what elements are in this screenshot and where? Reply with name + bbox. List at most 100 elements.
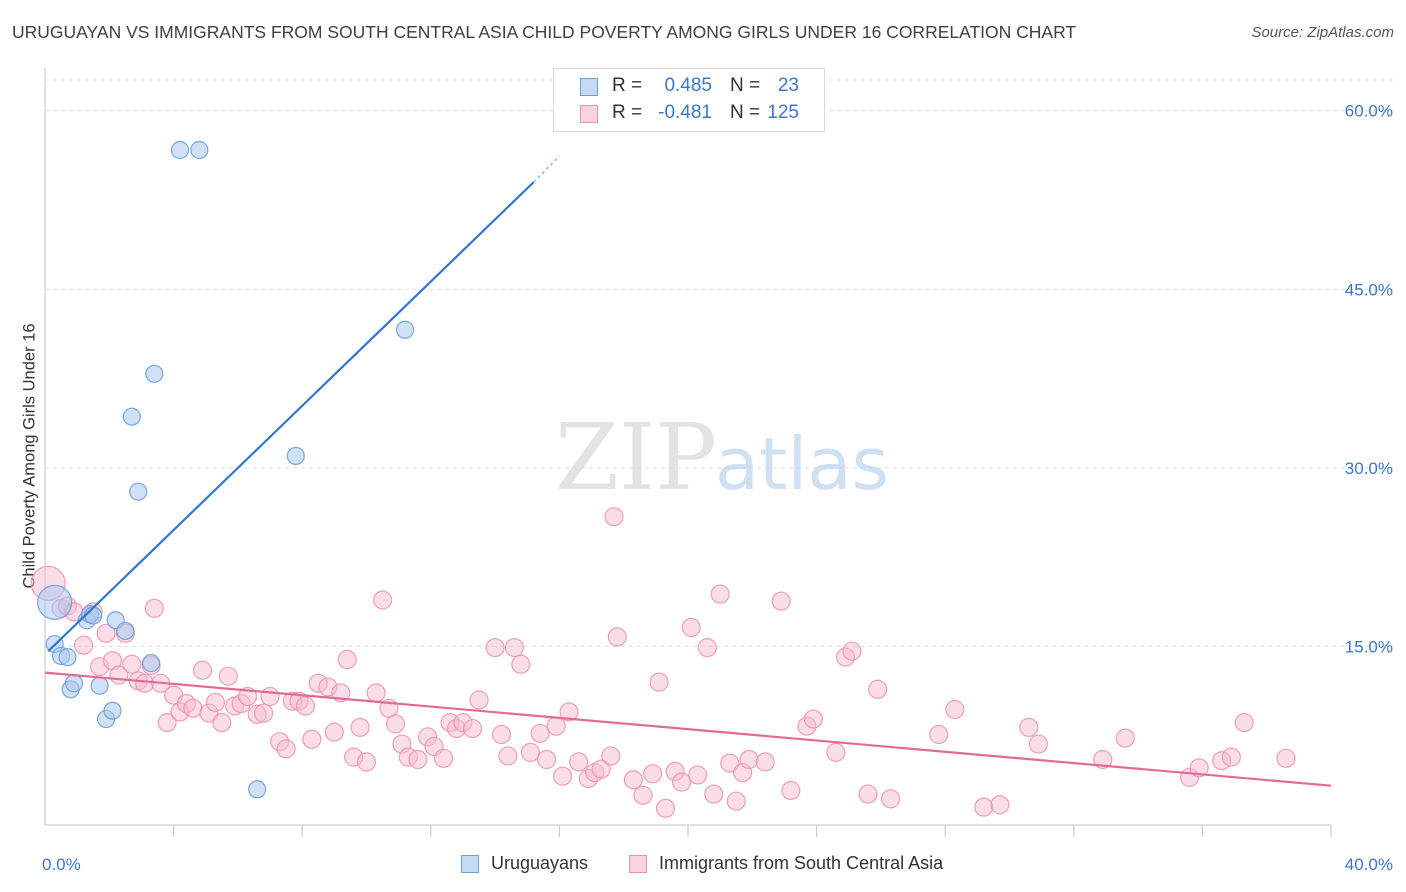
legend-n-label: N = <box>730 75 761 96</box>
data-point-immigrants <box>1028 734 1049 754</box>
trend-line-immigrants <box>44 671 1332 787</box>
data-point-immigrants <box>974 797 994 817</box>
watermark-atlas: atlas <box>715 422 889 506</box>
tick-labels: 15.0% 30.0% 45.0% 60.0% 0.0% 40.0% <box>42 102 1393 874</box>
data-point-immigrants <box>356 752 377 772</box>
legend-r-label: R = <box>612 102 643 123</box>
data-point-immigrants <box>520 742 541 762</box>
data-point-immigrants <box>1234 713 1254 733</box>
data-point-immigrants <box>205 692 225 712</box>
data-point-immigrants <box>372 590 393 610</box>
data-point-immigrants <box>803 709 823 729</box>
data-point-immigrants <box>633 785 653 805</box>
data-point-immigrants <box>350 717 370 737</box>
data-point-uruguayans <box>190 140 209 160</box>
data-point-immigrants <box>726 791 746 811</box>
data-point-uruguayans <box>170 140 190 160</box>
data-point-uruguayans <box>90 676 109 695</box>
legend-r-value: -0.481 <box>658 102 712 123</box>
data-point-immigrants <box>704 784 724 804</box>
data-point-immigrants <box>601 746 621 766</box>
trend-line-uruguayans <box>47 181 535 652</box>
data-point-immigrants <box>157 713 177 733</box>
x-tick-label-min: 0.0% <box>42 855 81 874</box>
data-point-immigrants <box>643 764 663 784</box>
data-point-immigrants <box>553 766 573 786</box>
trend-lines <box>44 155 1332 787</box>
data-point-immigrants <box>655 798 676 818</box>
data-point-uruguayans <box>58 648 77 667</box>
data-point-immigrants <box>491 724 512 745</box>
data-point-immigrants <box>183 698 203 718</box>
data-point-immigrants <box>302 729 322 749</box>
data-point-immigrants <box>569 752 589 772</box>
y-tick-label: 30.0% <box>1345 459 1393 478</box>
data-point-immigrants <box>1093 749 1113 770</box>
series-immigrants-points <box>30 507 1296 818</box>
data-point-immigrants <box>96 623 116 643</box>
data-point-immigrants <box>858 784 878 804</box>
data-point-immigrants <box>485 638 505 658</box>
data-point-immigrants <box>337 649 357 670</box>
data-point-immigrants <box>324 722 344 742</box>
source-credit: Source: ZipAtlas.com <box>1251 24 1394 41</box>
legend-swatch-blue <box>461 855 479 873</box>
data-point-immigrants <box>192 660 213 680</box>
legend-label: Uruguayans <box>491 853 589 873</box>
data-point-immigrants <box>276 739 296 759</box>
data-point-immigrants <box>1019 717 1039 737</box>
data-point-immigrants <box>462 718 483 739</box>
data-point-uruguayans <box>145 364 164 383</box>
data-point-immigrants <box>212 713 232 733</box>
data-point-uruguayans <box>122 407 141 426</box>
series-uruguayans-points <box>37 140 415 799</box>
data-point-immigrants <box>781 780 801 801</box>
data-point-immigrants <box>671 772 692 792</box>
data-point-immigrants <box>295 696 316 716</box>
data-point-immigrants <box>688 765 708 785</box>
data-point-immigrants <box>623 770 643 790</box>
data-point-uruguayans <box>116 621 135 641</box>
y-tick-label: 15.0% <box>1345 637 1393 656</box>
data-point-immigrants <box>739 749 759 770</box>
y-tick-label: 45.0% <box>1345 280 1393 299</box>
data-point-immigrants <box>254 703 274 723</box>
data-point-immigrants <box>530 723 550 743</box>
data-point-immigrants <box>649 672 669 692</box>
data-point-immigrants <box>720 753 740 773</box>
data-point-immigrants <box>73 635 94 655</box>
data-point-immigrants <box>218 666 238 686</box>
correlation-legend: R = 0.485 N = 23 R = -0.481 N = 125 <box>553 68 825 132</box>
legend-r-value: 0.485 <box>664 75 712 96</box>
axes <box>44 68 1332 837</box>
data-point-immigrants <box>559 702 579 722</box>
gridlines <box>45 79 1395 647</box>
x-tick-label-max: 40.0% <box>1345 855 1393 874</box>
y-tick-label: 60.0% <box>1345 102 1393 121</box>
legend-swatch-pink <box>580 105 598 123</box>
series-legend: Uruguayans Immigrants from South Central… <box>0 852 1406 878</box>
data-point-immigrants <box>366 683 386 703</box>
data-point-immigrants <box>880 789 901 809</box>
watermark-zip: ZIP <box>555 404 717 511</box>
legend-label: Immigrants from South Central Asia <box>659 853 944 873</box>
data-point-uruguayans <box>286 446 305 466</box>
data-point-immigrants <box>144 598 164 618</box>
data-point-uruguayans <box>129 482 148 501</box>
data-point-immigrants <box>408 749 428 770</box>
data-point-uruguayans <box>103 701 122 720</box>
data-point-immigrants <box>755 752 775 772</box>
data-point-immigrants <box>511 654 531 674</box>
data-point-immigrants <box>607 627 627 647</box>
data-point-immigrants <box>929 724 949 745</box>
trend-line-uruguayans-extension <box>533 155 561 183</box>
data-point-immigrants <box>434 748 454 768</box>
data-point-immigrants <box>826 742 846 762</box>
data-point-immigrants <box>697 638 717 658</box>
data-point-immigrants <box>546 716 566 736</box>
data-point-uruguayans <box>395 320 415 339</box>
data-point-immigrants <box>1189 758 1209 778</box>
data-point-uruguayans <box>37 584 73 620</box>
data-point-uruguayans <box>248 780 267 799</box>
